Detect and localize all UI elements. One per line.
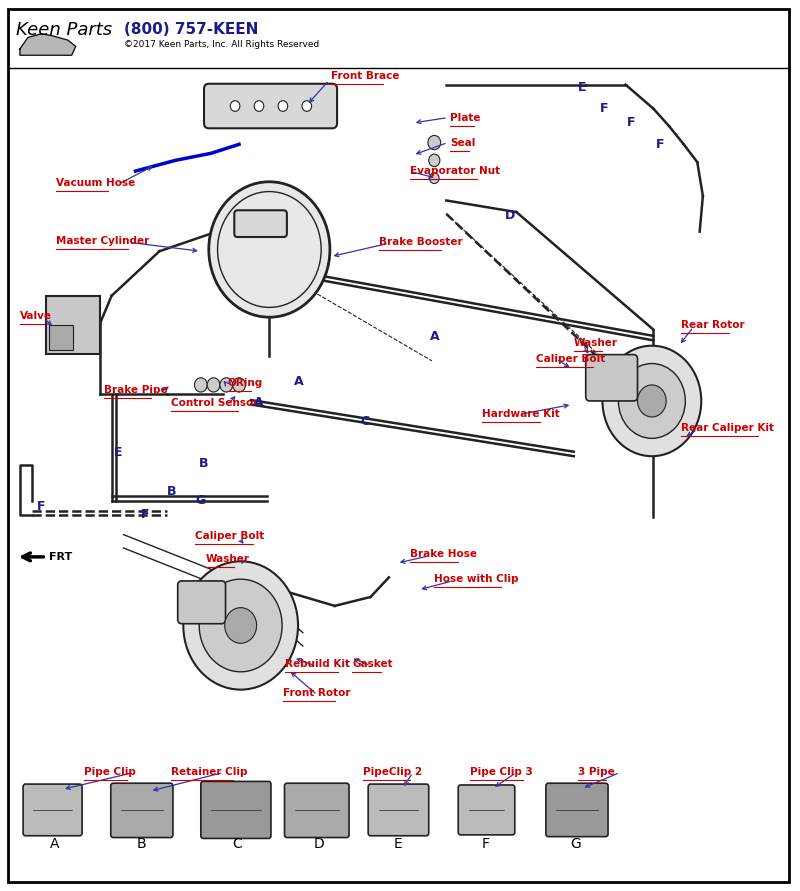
Text: A: A [294, 375, 304, 388]
Text: Seal: Seal [450, 137, 476, 148]
Circle shape [429, 154, 440, 167]
Text: A: A [430, 331, 439, 343]
Text: ORing: ORing [227, 378, 262, 388]
FancyBboxPatch shape [368, 784, 429, 836]
Text: Pipe Clip: Pipe Clip [84, 766, 135, 777]
Text: Retainer Clip: Retainer Clip [171, 766, 248, 777]
Text: Rebuild Kit: Rebuild Kit [286, 658, 350, 669]
Text: Valve: Valve [20, 311, 52, 322]
Text: B: B [198, 457, 208, 470]
FancyBboxPatch shape [23, 784, 82, 836]
Text: Control Sensor: Control Sensor [171, 397, 258, 408]
Text: Evaporator Nut: Evaporator Nut [410, 166, 501, 176]
Text: F: F [655, 138, 664, 151]
Text: B: B [166, 486, 176, 498]
Bar [50, 325, 74, 350]
Text: G: G [196, 495, 206, 507]
Text: F: F [37, 500, 46, 512]
Circle shape [209, 182, 330, 317]
Text: F: F [600, 102, 608, 115]
Circle shape [225, 608, 257, 643]
FancyBboxPatch shape [234, 210, 287, 237]
Circle shape [602, 346, 702, 456]
Text: (800) 757-KEEN: (800) 757-KEEN [123, 22, 258, 37]
FancyBboxPatch shape [178, 581, 226, 624]
Text: Master Cylinder: Master Cylinder [56, 235, 149, 246]
FancyBboxPatch shape [110, 783, 173, 838]
Circle shape [220, 378, 233, 392]
Circle shape [199, 579, 282, 672]
Text: E: E [578, 81, 586, 94]
FancyBboxPatch shape [285, 783, 349, 838]
Circle shape [618, 364, 686, 438]
Text: Front Rotor: Front Rotor [283, 688, 350, 699]
Text: Gasket: Gasket [352, 658, 393, 669]
Text: Brake Hose: Brake Hose [410, 549, 478, 560]
Text: Rear Rotor: Rear Rotor [682, 320, 745, 331]
FancyBboxPatch shape [204, 84, 337, 128]
Circle shape [194, 378, 207, 392]
Polygon shape [20, 34, 76, 55]
Text: D: D [505, 209, 515, 222]
Text: F: F [482, 837, 490, 851]
Text: B: B [137, 837, 146, 851]
Text: Keen Parts: Keen Parts [16, 21, 112, 39]
Text: E: E [114, 446, 122, 459]
Text: E: E [394, 837, 403, 851]
Text: 3 Pipe: 3 Pipe [578, 766, 614, 777]
Text: Hose with Clip: Hose with Clip [434, 574, 519, 584]
Text: Washer: Washer [206, 553, 250, 564]
Text: Hardware Kit: Hardware Kit [482, 409, 560, 420]
Text: Brake Pipe: Brake Pipe [103, 385, 167, 396]
Text: F: F [627, 117, 635, 129]
FancyBboxPatch shape [458, 785, 514, 835]
Text: Caliper Bolt: Caliper Bolt [535, 354, 605, 364]
Text: PipeClip 2: PipeClip 2 [362, 766, 422, 777]
Circle shape [230, 101, 240, 111]
Circle shape [254, 101, 264, 111]
FancyBboxPatch shape [586, 355, 638, 401]
Circle shape [207, 378, 220, 392]
Text: A: A [254, 396, 264, 409]
Text: Front Brace: Front Brace [330, 70, 399, 81]
Text: C: C [361, 415, 370, 428]
Text: Pipe Clip 3: Pipe Clip 3 [470, 766, 533, 777]
Circle shape [428, 135, 441, 150]
Text: FRT: FRT [50, 552, 73, 562]
Text: Vacuum Hose: Vacuum Hose [56, 177, 135, 188]
FancyBboxPatch shape [201, 781, 271, 838]
Bar [46, 296, 101, 354]
Text: G: G [570, 837, 581, 851]
Text: C: C [233, 837, 242, 851]
Text: D: D [314, 837, 324, 851]
Text: Plate: Plate [450, 112, 481, 123]
Text: F: F [141, 509, 150, 521]
Text: A: A [50, 837, 59, 851]
Circle shape [302, 101, 311, 111]
Circle shape [278, 101, 288, 111]
Text: Washer: Washer [574, 338, 618, 348]
Circle shape [638, 385, 666, 417]
Circle shape [183, 561, 298, 690]
Text: Caliper Bolt: Caliper Bolt [195, 531, 265, 542]
Text: Rear Caliper Kit: Rear Caliper Kit [682, 422, 774, 433]
Circle shape [430, 173, 439, 184]
Text: Brake Booster: Brake Booster [378, 237, 462, 248]
Text: ©2017 Keen Parts, Inc. All Rights Reserved: ©2017 Keen Parts, Inc. All Rights Reserv… [123, 40, 318, 49]
Circle shape [233, 378, 246, 392]
FancyBboxPatch shape [546, 783, 608, 837]
